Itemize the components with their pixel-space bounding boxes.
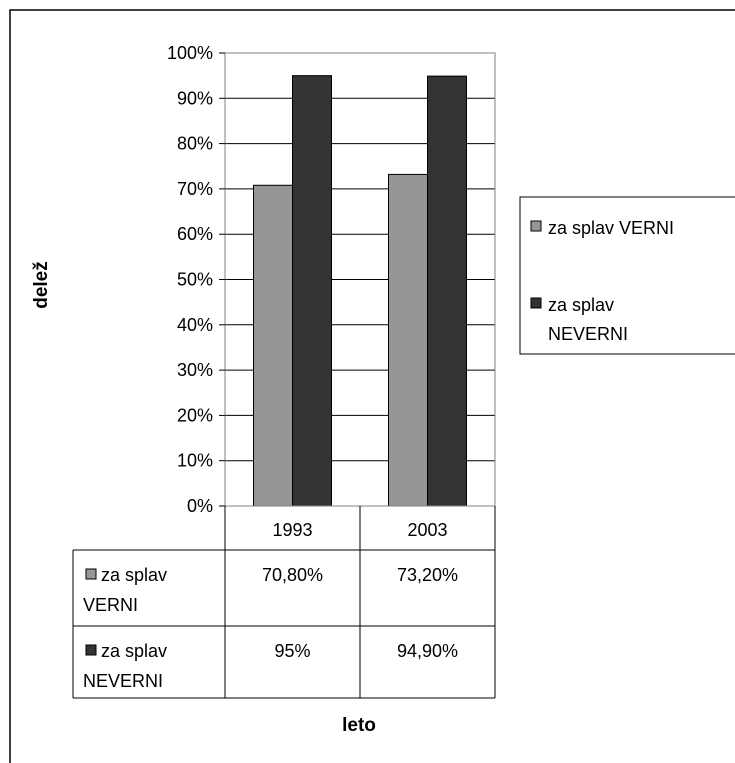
legend-box xyxy=(519,196,735,355)
legend-label-neverni: za splav NEVERNI xyxy=(548,295,628,344)
legend: za splav VERNI za splav NEVERNI xyxy=(519,196,735,355)
table-value: 73,20% xyxy=(397,565,458,585)
chart-border xyxy=(9,9,735,763)
bar-neverni-1993 xyxy=(292,75,332,507)
y-tick-label: 10% xyxy=(177,451,213,471)
y-tick-label: 90% xyxy=(177,88,213,108)
bar-verni-1993 xyxy=(253,184,293,507)
legend-swatch-neverni xyxy=(530,297,542,309)
table-series-label: VERNI xyxy=(83,595,138,615)
bar-neverni-2003 xyxy=(427,75,467,507)
legend-label-verni: za splav VERNI xyxy=(548,218,674,238)
x-category-label: 1993 xyxy=(272,520,312,540)
table-series-label: NEVERNI xyxy=(83,671,163,691)
bar-verni-2003 xyxy=(388,173,428,507)
table-legend-swatch xyxy=(85,568,97,580)
y-tick-label: 60% xyxy=(177,224,213,244)
x-category-label: 2003 xyxy=(407,520,447,540)
table-value: 94,90% xyxy=(397,641,458,661)
y-tick-label: 40% xyxy=(177,315,213,335)
y-tick-label: 30% xyxy=(177,360,213,380)
y-tick-label: 80% xyxy=(177,134,213,154)
table-legend-swatch xyxy=(85,644,97,656)
bars xyxy=(253,75,467,507)
table-series-label: za splav xyxy=(101,565,167,585)
y-tick-label: 0% xyxy=(187,496,213,516)
y-tick-label: 50% xyxy=(177,270,213,290)
table-series-label: za splav xyxy=(101,641,167,661)
table-value: 70,80% xyxy=(262,565,323,585)
y-tick-label: 20% xyxy=(177,405,213,425)
y-axis-title: delež xyxy=(31,261,52,309)
legend-swatch-verni xyxy=(530,220,542,232)
y-axis-ticks: 0% 10% 20% 30% 40% 50% 60% 70% 80% 90% 100% xyxy=(167,43,225,516)
y-tick-label: 100% xyxy=(167,43,213,63)
table-value: 95% xyxy=(274,641,310,661)
data-table: 1993 2003 za splav VERNI 70,80% 73,20% za spla… xyxy=(72,506,496,699)
y-tick-label: 70% xyxy=(177,179,213,199)
x-axis-title: leto xyxy=(342,715,376,736)
